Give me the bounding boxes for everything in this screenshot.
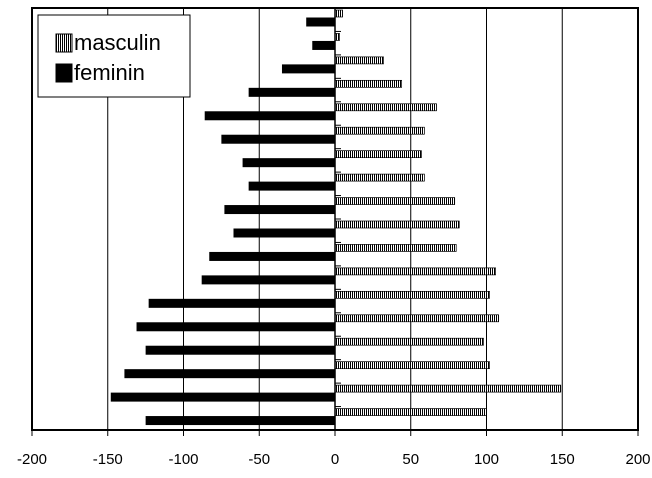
bar [204, 111, 335, 121]
bar [334, 244, 457, 252]
bar [242, 158, 335, 168]
bar [334, 408, 487, 416]
bar [281, 64, 335, 74]
bar [334, 290, 490, 299]
bar [334, 220, 460, 229]
legend: masculin feminin [37, 14, 191, 98]
bar [110, 392, 335, 402]
x-tick-label: -100 [168, 451, 198, 468]
bar [334, 126, 425, 135]
x-tick-label: 50 [402, 451, 419, 468]
x-tick-label: -50 [248, 451, 270, 468]
bar [334, 9, 343, 18]
x-tick-label: 150 [550, 451, 575, 468]
bar [148, 298, 335, 308]
x-tick-label: -200 [17, 451, 47, 468]
bar [248, 181, 335, 191]
bar [224, 205, 335, 215]
bar [145, 416, 335, 426]
bar [136, 322, 335, 332]
bar [201, 275, 335, 285]
bar [334, 150, 422, 159]
bar [248, 87, 335, 97]
x-tick-label: 100 [474, 451, 499, 468]
legend-box [37, 14, 191, 98]
legend-label: feminin [74, 60, 145, 85]
bar [233, 228, 335, 238]
legend-swatch [55, 33, 73, 53]
bar [145, 345, 335, 355]
x-tick-label: 200 [625, 451, 650, 468]
legend-label: masculin [74, 30, 161, 55]
x-tick-label: 0 [331, 451, 339, 468]
bar [124, 369, 335, 379]
bar [221, 134, 335, 144]
legend-swatch [55, 63, 73, 83]
x-tick-label: -150 [93, 451, 123, 468]
bar [334, 79, 403, 88]
bar [334, 173, 425, 182]
bar [209, 251, 335, 261]
bar [312, 40, 335, 50]
plot-border [31, 7, 639, 431]
bar [334, 197, 456, 205]
bar [334, 267, 496, 276]
bar [306, 17, 335, 27]
bar [334, 384, 562, 393]
bar [334, 361, 490, 370]
bar [334, 337, 484, 346]
bar [334, 103, 437, 112]
bar [334, 314, 499, 323]
bar [334, 56, 384, 65]
